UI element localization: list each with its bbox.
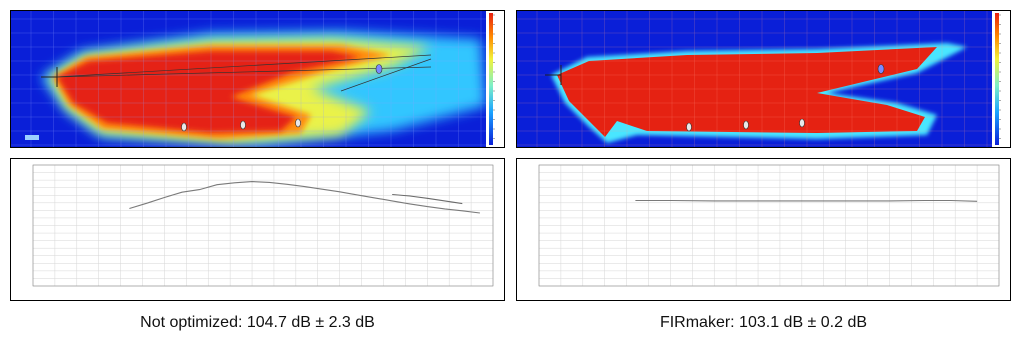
caption-firmaker: FIRmaker: 103.1 dB ± 0.2 dB bbox=[659, 314, 868, 331]
heatmap-grid bbox=[517, 11, 992, 147]
heatmap-not-optimized bbox=[10, 10, 505, 148]
line-plot-firmaker bbox=[516, 158, 1011, 301]
heatmap-red-core bbox=[57, 51, 361, 133]
plot-frame bbox=[32, 164, 494, 287]
line-plot-firmaker-svg bbox=[538, 164, 1000, 287]
plot-grid bbox=[538, 164, 1000, 287]
heatmap-source bbox=[545, 65, 562, 85]
heatmap-red-core bbox=[557, 47, 937, 137]
heatmap-logo bbox=[25, 135, 39, 140]
heatmap-source bbox=[41, 67, 58, 87]
heatmap-color-scale bbox=[489, 13, 493, 145]
heatmap-scale-ticks bbox=[493, 14, 495, 139]
heatmap-firmaker-svg bbox=[517, 11, 1001, 147]
line-plot-not-optimized bbox=[10, 158, 505, 301]
heatmap-scale-ticks bbox=[999, 14, 1001, 139]
plot-series-line bbox=[129, 181, 480, 214]
plot-frame bbox=[538, 164, 1000, 287]
line-plot-not-optimized-svg bbox=[32, 164, 494, 287]
heatmap-guide-lines bbox=[55, 54, 432, 92]
plot-series-line bbox=[392, 193, 463, 205]
heatmap-firmaker bbox=[516, 10, 1011, 148]
plot-series-line bbox=[635, 199, 978, 202]
caption-not-optimized: Not optimized: 104.7 dB ± 2.3 dB bbox=[140, 314, 375, 331]
heatmap-not-optimized-svg bbox=[11, 11, 495, 147]
plot-grid bbox=[32, 164, 494, 287]
heatmap-mic-markers bbox=[686, 64, 885, 132]
heatmap-color-scale bbox=[995, 13, 999, 145]
heatmap-mic-markers bbox=[181, 64, 383, 132]
